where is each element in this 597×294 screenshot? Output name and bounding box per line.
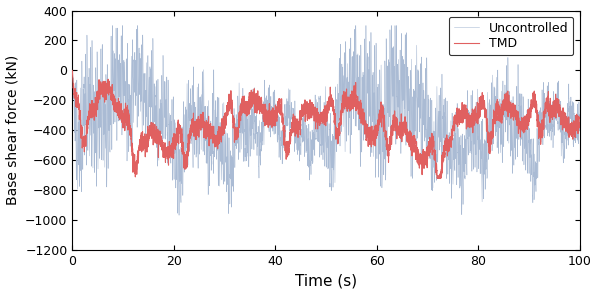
Uncontrolled (109, 24, 116, 27)
Y-axis label: Base shear force (kN): Base shear force (kN) (5, 55, 20, 206)
TMD (526, 116, 533, 120)
TMD (69, 69, 76, 72)
TMD (420, 152, 427, 155)
TMD (576, 121, 583, 125)
TMD (539, 119, 546, 122)
TMD (313, 107, 321, 111)
TMD (543, 96, 550, 100)
Legend: Uncontrolled, TMD: Uncontrolled, TMD (448, 17, 573, 55)
X-axis label: Time (s): Time (s) (295, 273, 357, 288)
Uncontrolled (168, 107, 176, 111)
Line: Uncontrolled: Uncontrolled (72, 26, 580, 215)
Uncontrolled (576, 127, 583, 130)
Uncontrolled (527, 151, 534, 154)
TMD (168, 143, 176, 147)
Line: TMD: TMD (72, 71, 580, 178)
Uncontrolled (69, 69, 76, 72)
Uncontrolled (314, 101, 321, 104)
TMD (433, 176, 441, 180)
Uncontrolled (540, 138, 547, 142)
Uncontrolled (176, 213, 183, 217)
Uncontrolled (420, 109, 427, 113)
Uncontrolled (543, 105, 550, 109)
